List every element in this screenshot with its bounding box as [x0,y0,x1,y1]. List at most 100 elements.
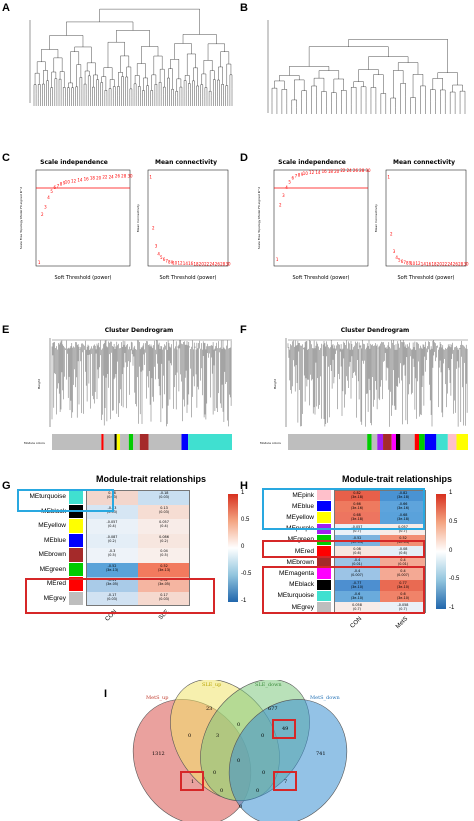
module-color-segment [133,434,140,450]
dendrogram-title: Cluster Dendrogram [105,327,174,334]
heatmap-cell: -0.08 (0.6) [380,546,426,558]
data-point-marker: 2 [390,231,393,236]
highlight-box-red [180,771,204,791]
module-label: MEmagenta [278,570,314,577]
data-point-marker: 12 [71,178,77,183]
data-point-marker: 18 [193,261,199,266]
module-color-segment [120,434,129,450]
count-region: 0 [188,733,191,739]
data-point-marker: 5 [160,255,163,260]
data-point-marker: 30 [225,262,231,267]
data-point-marker: 18 [90,176,96,181]
count-region: 49 [282,726,288,732]
heatmap-cell: 0.4 (0.01) [380,557,426,569]
data-point-marker: 10 [303,171,309,176]
heatmap-cell: -0.18 (0.03) [138,490,190,505]
data-point-marker: 2 [279,202,282,207]
data-point-marker: 3 [44,204,47,209]
module-color-segment [447,434,457,450]
module-color-segment [456,434,468,450]
module-color-swatch [69,533,83,547]
data-point-marker: 20 [437,262,443,267]
module-color-swatch [317,501,331,512]
colorbar-tick-label: -0.5 [241,571,252,577]
module-color-swatch [317,490,331,501]
module-color-segment [400,434,415,450]
module-label: MEturquoise [277,592,315,600]
data-point-marker: 4 [285,185,288,190]
count-mets-up-only: 1312 [152,751,165,757]
module-color-segment [436,434,448,450]
count-region: 0 [256,788,259,794]
module-label: MEgreen [39,565,66,573]
scale-independence-title: Scale independence [278,159,346,166]
colorbar-tick-label: 1 [449,490,453,496]
data-point-marker: 30 [463,262,469,267]
heatmap-cell: 0.68 (3e-18) [334,512,380,524]
module-label: MEpink [292,491,314,499]
data-point-marker: 24 [347,168,353,173]
data-point-marker: 16 [426,261,432,266]
count-region: 7 [284,779,287,785]
mean-connectivity-axes [147,169,229,267]
panel-label-a: A [2,2,10,14]
data-point-marker: 16 [84,177,90,182]
panel-label-b: B [240,2,248,14]
module-color-swatch [69,591,83,605]
heatmap-cell: 0.82 (3e-18) [334,490,380,502]
data-point-marker: 16 [188,261,194,266]
module-label: MEblack [289,581,314,589]
sample-dendrogram-a [29,8,233,106]
panel-label-i: I [104,688,108,700]
data-point-marker: 1 [276,257,279,262]
module-color-segment [128,434,134,450]
count-region: 0 [237,758,240,764]
y-axis-label: Scale Free Topology Model Fit,signed R^2 [257,187,261,249]
data-point-marker: 2 [152,225,155,230]
module-label: MEturquoise [29,493,67,501]
data-point-marker: 8 [298,173,301,178]
colorbar-tick-label: -0.5 [449,576,460,583]
module-color-segment [377,434,384,450]
cluster-dendrogram-f: Cluster Dendrogram Height Module colors [260,327,468,450]
module-label: MEbrown [286,558,314,566]
module-color-segment [371,434,378,450]
soft-threshold-plots-c: Scale independence Mean connectivity 123… [19,159,231,281]
module-color-segment [52,434,102,450]
mean-connectivity-axes [385,169,467,267]
data-point-marker: 6 [401,259,404,264]
module-color-swatch [317,534,331,545]
mean-connectivity-title: Mean connectivity [393,159,455,166]
module-color-segment [101,434,104,450]
module-color-segment [103,434,115,450]
heatmap-cell: -0.3 (0.5) [86,548,138,563]
data-point-marker: 18 [328,169,334,174]
mean-connectivity-title: Mean connectivity [155,159,217,166]
heatmap-cell: -0.82 (3e-18) [380,490,426,502]
data-point-marker: 28 [458,262,464,267]
data-point-marker: 4 [47,195,50,200]
set-label-sle-up: SLE_up [202,682,221,688]
panel-label-d: D [240,152,248,164]
data-point-marker: 22 [442,262,448,267]
scale-independence-axes [35,169,131,267]
colorbar-tick-label: -1 [241,598,247,604]
data-point-marker: 26 [353,168,359,173]
heatmap-cell: 0.66 (3e-16) [334,501,380,513]
heatmap-cell: -0.4 (0.01) [334,557,380,569]
count-mets-down-only: 741 [316,751,326,757]
module-trait-title-h: Module-trait relationships [342,474,453,484]
heatmap-cell: 0.086 (0.2) [138,533,190,548]
data-point-marker: 6 [292,176,295,181]
module-color-segment [116,434,121,450]
data-point-marker: 1 [387,175,390,180]
panel-label-c: C [2,152,10,164]
module-color-swatch [69,490,83,504]
colorbar-tick-label: 1 [241,490,245,496]
data-point-marker: 20 [199,261,205,266]
data-point-marker: 3 [155,244,158,249]
module-label: MEgreen [287,536,314,544]
data-point-marker: 14 [77,178,83,183]
module-color-swatch [69,548,83,562]
module-color-segment [188,434,232,450]
